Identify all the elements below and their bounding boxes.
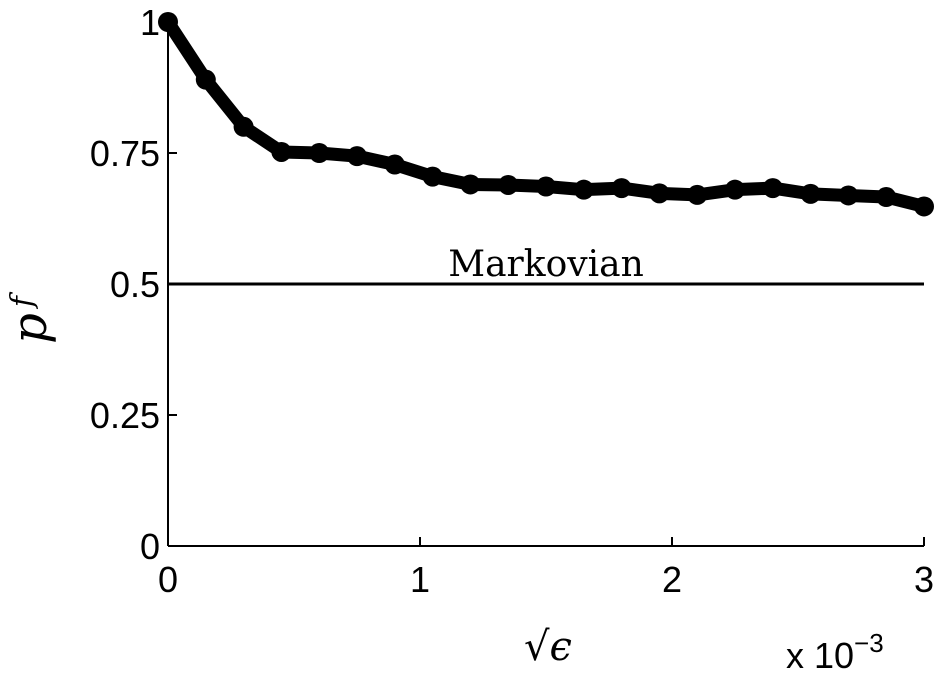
data-point xyxy=(498,174,519,195)
data-point xyxy=(460,174,481,195)
data-point xyxy=(573,179,594,200)
y-axis-label: pf xyxy=(2,291,58,344)
data-point xyxy=(195,69,216,90)
x-multiplier-base: x 10 xyxy=(786,635,854,676)
data-point xyxy=(649,183,670,204)
data-point xyxy=(914,196,934,217)
data-point xyxy=(347,146,367,167)
data-point xyxy=(384,154,405,175)
y-axis-label-subscript: f xyxy=(5,291,40,309)
x-multiplier-exponent: −3 xyxy=(854,628,884,658)
y-tick-label: 0.5 xyxy=(110,264,160,305)
y-tick-label: 0.25 xyxy=(90,395,160,436)
x-tick-label: 0 xyxy=(158,559,178,600)
data-point xyxy=(158,12,178,32)
x-tick-label: 3 xyxy=(914,559,934,600)
reference-line-label: Markovian xyxy=(448,244,644,285)
axes: 0 0.25 0.5 0.75 1 0 1 2 3 xyxy=(90,2,934,600)
x-axis-label: √ϵ xyxy=(524,624,572,670)
series-group xyxy=(158,12,934,217)
data-point xyxy=(838,185,859,206)
data-point xyxy=(611,178,632,199)
data-point xyxy=(271,141,292,162)
data-point xyxy=(309,143,330,163)
x-tick-label: 2 xyxy=(662,559,682,600)
y-tick-label: 1 xyxy=(140,2,160,43)
x-tick-label: 1 xyxy=(410,559,430,600)
data-point xyxy=(876,187,897,208)
x-multiplier-label: x 10−3 xyxy=(786,628,884,676)
y-tick-label: 0.75 xyxy=(90,133,160,174)
y-axis-label-main: p xyxy=(2,313,58,344)
data-point xyxy=(422,166,443,187)
data-point xyxy=(762,178,783,199)
data-point xyxy=(233,116,254,137)
data-point xyxy=(536,176,556,197)
data-point xyxy=(800,183,821,204)
y-tick-label: 0 xyxy=(140,526,160,567)
reference-line-group: Markovian xyxy=(168,244,924,286)
data-point xyxy=(687,184,708,205)
data-point xyxy=(725,179,745,200)
axis-labels: pf √ϵ x 10−3 xyxy=(2,291,884,676)
